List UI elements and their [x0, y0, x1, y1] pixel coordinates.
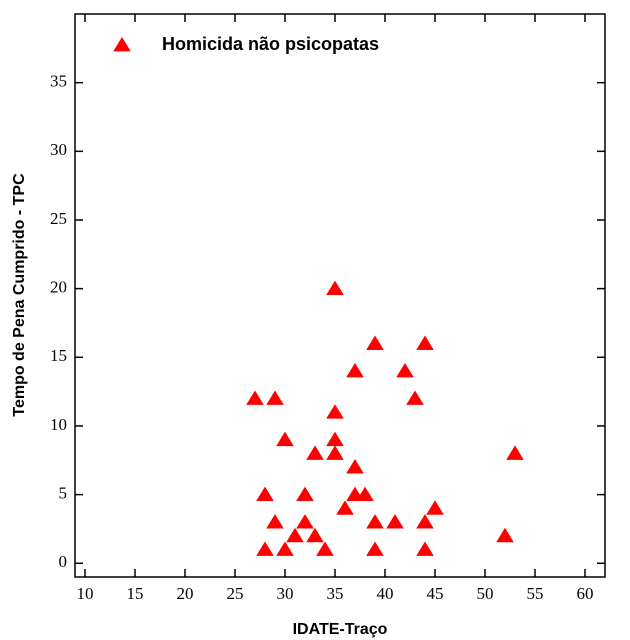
y-tick-label: 0: [59, 552, 68, 571]
point: [326, 404, 344, 419]
point: [416, 541, 434, 556]
point: [296, 486, 314, 502]
x-tick-label: 25: [227, 584, 244, 603]
point: [366, 541, 384, 556]
point: [256, 486, 274, 502]
point: [296, 514, 314, 529]
point: [246, 390, 264, 405]
y-tick-label: 15: [50, 346, 67, 365]
x-tick-label: 10: [77, 584, 94, 603]
point: [276, 431, 294, 447]
x-tick-label: 60: [577, 584, 594, 603]
point: [326, 445, 344, 460]
y-tick-label: 35: [50, 72, 67, 91]
point: [276, 541, 294, 556]
point: [266, 514, 284, 529]
point: [326, 431, 344, 447]
point: [366, 335, 384, 350]
point: [426, 500, 444, 515]
point: [406, 390, 424, 405]
y-axis-label: Tempo de Pena Cumprido - TPC: [11, 173, 28, 417]
x-tick-label: 55: [527, 584, 544, 603]
x-axis-label: IDATE-Traço: [293, 621, 388, 638]
point: [416, 514, 434, 529]
x-tick-label: 35: [327, 584, 344, 603]
point: [346, 459, 364, 474]
x-tick-label: 30: [277, 584, 294, 603]
y-tick-label: 10: [50, 415, 67, 434]
y-tick-label: 30: [50, 140, 67, 159]
y-tick-label: 20: [50, 278, 67, 297]
x-tick-label: 20: [177, 584, 194, 603]
legend-marker: [113, 37, 131, 52]
point: [336, 500, 354, 515]
point: [326, 280, 344, 296]
point: [416, 335, 434, 350]
point: [396, 363, 414, 378]
point: [366, 514, 384, 529]
y-tick-label: 25: [50, 209, 67, 228]
point: [496, 527, 514, 543]
point: [286, 527, 304, 543]
point: [356, 486, 374, 502]
y-tick-label: 5: [59, 484, 68, 503]
point: [506, 445, 524, 460]
x-tick-label: 15: [127, 584, 144, 603]
x-tick-label: 40: [377, 584, 394, 603]
point: [306, 445, 324, 460]
point: [266, 390, 284, 405]
point: [316, 541, 334, 556]
plot-frame: [74, 13, 606, 578]
point: [346, 363, 364, 378]
point: [306, 527, 324, 543]
legend-label: Homicida não psicopatas: [162, 34, 379, 54]
x-tick-label: 50: [477, 584, 494, 603]
x-tick-label: 45: [427, 584, 444, 603]
point: [256, 541, 274, 556]
point: [386, 514, 404, 529]
